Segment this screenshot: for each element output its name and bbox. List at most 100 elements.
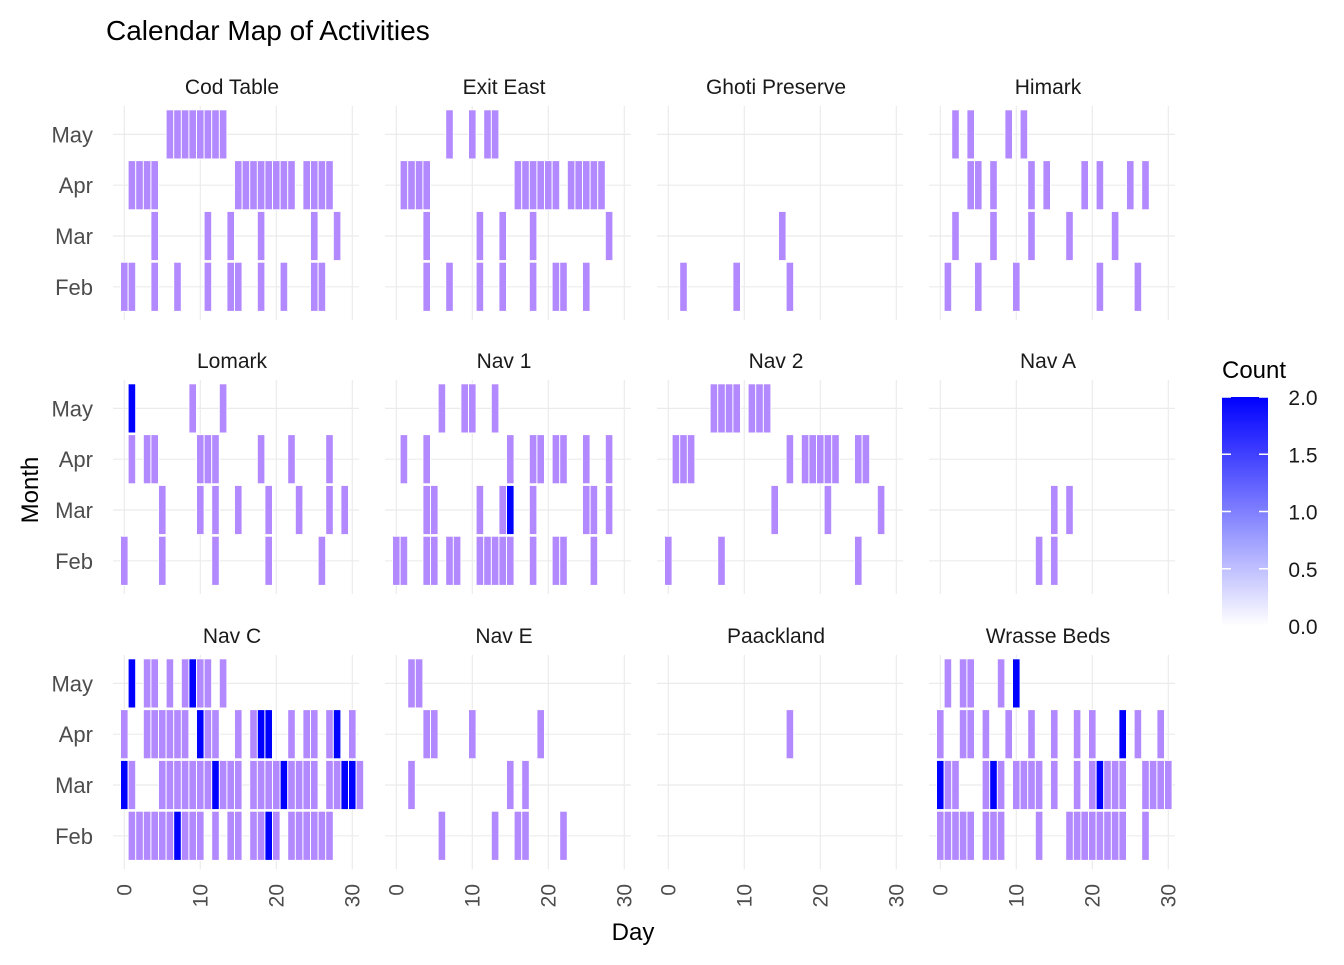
heat-cell: [605, 211, 614, 261]
heat-cell: [989, 810, 998, 861]
heat-cell: [717, 383, 726, 434]
heat-cell: [785, 261, 795, 312]
heat-cell: [188, 383, 197, 434]
heat-cell: [483, 535, 492, 586]
heat-cell: [981, 760, 991, 810]
legend-tick-label: 1.0: [1288, 502, 1317, 525]
heat-cell: [974, 160, 983, 211]
heat-cell: [211, 485, 220, 535]
heat-cell: [399, 535, 409, 586]
y-tick-label: Apr: [59, 722, 93, 747]
heat-cell: [1019, 109, 1029, 160]
heat-cell: [226, 211, 235, 261]
x-tick-label: 30: [1157, 884, 1180, 907]
heat-cell: [127, 383, 136, 434]
heat-cell: [1103, 810, 1112, 861]
heat-cell: [498, 211, 507, 261]
heat-cell: [951, 211, 960, 261]
heat-cell: [256, 160, 266, 211]
heat-cell: [445, 109, 454, 160]
heat-cell: [1080, 810, 1089, 861]
heat-cell: [605, 485, 614, 535]
heat-cell: [536, 434, 545, 485]
heat-cell: [287, 760, 296, 810]
x-tick-label: 10: [461, 884, 484, 907]
heat-cell: [279, 160, 289, 211]
heat-cell: [997, 810, 1006, 861]
x-tick-label: 30: [341, 884, 364, 907]
heat-cell: [823, 485, 833, 535]
heat-cell: [249, 709, 258, 760]
heat-cell: [1050, 535, 1059, 586]
heat-cell: [1133, 261, 1142, 312]
heat-cell: [407, 760, 416, 810]
heat-cell: [287, 160, 296, 211]
heat-cell: [551, 535, 561, 586]
heat-cell: [332, 709, 342, 760]
heat-cell: [430, 485, 439, 535]
heat-cell: [452, 535, 462, 586]
x-tick-label: 20: [1081, 884, 1104, 907]
heat-cell: [180, 760, 190, 810]
heat-cell: [241, 160, 250, 211]
heat-cell: [249, 160, 258, 211]
heat-cell: [332, 211, 342, 261]
heat-cell: [551, 434, 561, 485]
heat-cell: [135, 160, 144, 211]
heat-cell: [310, 211, 319, 261]
heat-cell: [936, 709, 945, 760]
legend-title: Count: [1222, 357, 1286, 384]
heat-cell: [529, 160, 538, 211]
heat-cell: [475, 535, 485, 586]
y-tick-label: Feb: [55, 549, 93, 574]
heat-cell: [264, 535, 273, 586]
heat-cell: [430, 709, 439, 760]
heat-cell: [340, 485, 349, 535]
heat-cell: [196, 810, 205, 861]
heat-cell: [559, 810, 568, 861]
heat-cell: [854, 434, 863, 485]
heat-cell: [861, 434, 871, 485]
heat-cell: [355, 760, 365, 810]
y-tick-label: May: [51, 671, 93, 696]
heat-cell: [506, 434, 515, 485]
heat-cell: [340, 760, 349, 810]
heat-cell: [529, 485, 538, 535]
x-tick-label: 20: [265, 884, 288, 907]
heat-cell: [974, 261, 983, 312]
heat-cell: [203, 109, 212, 160]
heat-cell: [264, 709, 273, 760]
heat-cell: [1065, 485, 1074, 535]
heat-cell: [1050, 485, 1059, 535]
heat-cell: [1035, 810, 1044, 861]
panel-title: Nav 1: [477, 350, 532, 373]
heat-cell: [1088, 709, 1097, 760]
heat-cell: [317, 810, 327, 861]
heat-cell: [468, 709, 477, 760]
panel-title: Lomark: [197, 350, 268, 373]
heat-cell: [551, 261, 561, 312]
heat-cell: [475, 211, 485, 261]
heat-cell: [150, 160, 159, 211]
heat-cell: [1035, 760, 1044, 810]
heat-cell: [483, 109, 492, 160]
heat-cell: [165, 658, 174, 709]
heat-cell: [1111, 211, 1120, 261]
x-tick-label: 30: [613, 884, 636, 907]
heat-cell: [348, 760, 357, 810]
heat-cell: [234, 709, 243, 760]
heat-cell: [1088, 760, 1097, 810]
heat-cell: [150, 211, 159, 261]
heat-cell: [1149, 760, 1158, 810]
heat-cell: [392, 535, 401, 586]
heat-cell: [1042, 160, 1051, 211]
heat-cell: [732, 261, 741, 312]
heat-cell: [460, 383, 469, 434]
heat-cell: [808, 434, 817, 485]
panel-title: Paackland: [727, 625, 825, 648]
heat-cell: [302, 760, 311, 810]
heat-cell: [709, 383, 719, 434]
heat-cell: [597, 160, 606, 211]
heat-cell: [180, 709, 190, 760]
